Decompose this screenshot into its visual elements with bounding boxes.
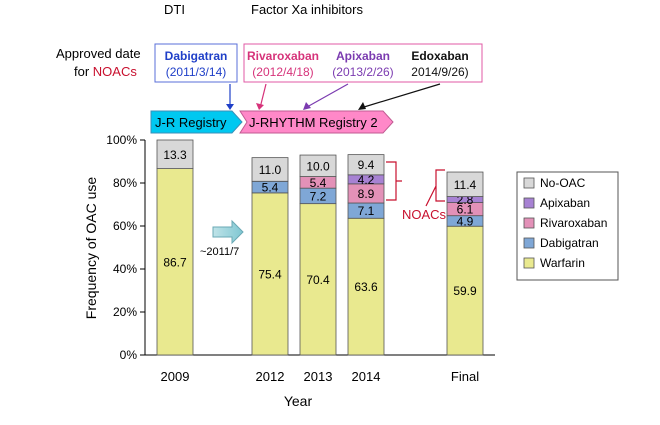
y-tick-label: 0%	[120, 348, 138, 362]
dti-box	[154, 43, 238, 83]
x-tick-label: 2012	[256, 369, 285, 384]
data-label: 9.4	[358, 158, 375, 172]
approved-date-label: Approved date	[56, 46, 141, 61]
drug-name-edoxaban: Edoxaban	[411, 49, 468, 63]
y-tick-label: 60%	[113, 219, 137, 233]
noacs-bracket-label: NOACs	[402, 207, 447, 222]
legend-label-rivaroxaban: Rivaroxaban	[540, 216, 607, 230]
data-label: 7.1	[358, 204, 375, 218]
legend-label-apixaban: Apixaban	[540, 196, 590, 210]
legend-label-dabigatran: Dabigatran	[540, 236, 599, 250]
approved-for-line: for NOACs	[74, 64, 137, 79]
data-label: 5.4	[262, 181, 279, 195]
fxa-box	[243, 43, 483, 83]
x-axis-label: Year	[284, 393, 313, 409]
jrhythm-registry-arrow	[239, 110, 394, 134]
approved-for-text: for	[74, 64, 93, 79]
data-label: 13.3	[163, 148, 187, 162]
bar-no-oac-2009	[156, 139, 194, 169]
drug-name-dabigatran: Dabigatran	[165, 49, 228, 63]
drug-name-rivaroxaban: Rivaroxaban	[247, 49, 319, 63]
noacs-bracket-2014	[386, 161, 402, 201]
x-tick-label: 2014	[352, 369, 381, 384]
transition-arrow	[212, 219, 244, 245]
legend-swatch-warfarin	[523, 257, 535, 269]
bar-no-oac-2012	[251, 157, 289, 182]
y-tick-label: 80%	[113, 176, 137, 190]
approved-noacs-text: NOACs	[93, 64, 138, 79]
drug-date-edoxaban: 2014/9/26)	[411, 65, 468, 79]
x-axis: 2009 2012 2013 2014 Final	[161, 369, 480, 384]
x-tick-label: 2013	[304, 369, 333, 384]
data-label: 75.4	[258, 267, 282, 281]
data-label: 7.2	[310, 189, 327, 203]
drug-date-dabigatran: (2011/3/14)	[166, 65, 227, 79]
legend-swatch-rivaroxaban	[523, 217, 535, 229]
drug-date-apixaban: (2013/2/26)	[332, 65, 393, 79]
jr-registry-label: J-R Registry	[155, 115, 227, 130]
y-tick-label: 100%	[106, 133, 137, 147]
x-tick-label: Final	[451, 369, 479, 384]
bars: 86.713.375.45.411.070.47.25.410.063.67.1…	[156, 139, 484, 356]
bar-warfarin-2009	[156, 168, 194, 356]
transition-label: ~2011/7	[200, 246, 239, 258]
x-tick-label: 2009	[161, 369, 190, 384]
drug-name-apixaban: Apixaban	[336, 49, 390, 63]
data-label: 8.9	[358, 187, 375, 201]
data-label: 4.9	[457, 214, 474, 228]
data-label: 6.1	[457, 203, 474, 217]
legend-label-no-oac: No-OAC	[540, 176, 586, 190]
bar-warfarin-2014	[347, 217, 385, 356]
data-label: 59.9	[453, 284, 477, 298]
bar-warfarin-final	[446, 225, 484, 356]
legend-swatch-apixaban	[523, 197, 535, 209]
drug-date-rivaroxaban: (2012/4/18)	[252, 65, 313, 79]
drug-approvals: Dabigatran (2011/3/14) Rivaroxaban (2012/4/…	[165, 49, 469, 79]
fxa-label: Factor Xa inhibitors	[251, 2, 363, 17]
data-label: 70.4	[306, 273, 330, 287]
jr-registry-arrow	[150, 110, 243, 134]
bar-no-oac-2014	[347, 154, 385, 176]
legend-label-warfarin: Warfarin	[540, 256, 585, 270]
legend-swatch-dabigatran	[523, 237, 535, 249]
approval-arrows	[226, 83, 441, 110]
data-label: 11.0	[259, 163, 282, 177]
legend: No-OAC Apixaban Rivaroxaban Dabigatran Warfa…	[516, 171, 619, 281]
y-axis-label: Frequency of OAC use	[83, 177, 99, 320]
y-tick-label: 40%	[113, 262, 137, 276]
dti-label: DTI	[164, 2, 185, 17]
legend-swatch-no-oac	[523, 177, 535, 189]
jrhythm-registry-label: J-RHYTHM Registry 2	[249, 115, 378, 130]
data-label: 10.0	[306, 159, 330, 173]
data-label: 86.7	[163, 255, 187, 269]
data-label: 4.2	[358, 173, 375, 187]
y-tick-label: 20%	[113, 305, 137, 319]
bar-warfarin-2013	[299, 203, 337, 356]
bar-no-oac-2013	[299, 154, 337, 177]
data-label: 63.6	[354, 280, 378, 294]
noacs-bracket-final	[425, 169, 445, 207]
y-axis: 0% 20% 40% 60% 80% 100%	[106, 133, 495, 362]
bar-no-oac-final	[446, 171, 484, 197]
data-label: 5.4	[310, 176, 327, 190]
data-label: 11.4	[454, 178, 477, 192]
